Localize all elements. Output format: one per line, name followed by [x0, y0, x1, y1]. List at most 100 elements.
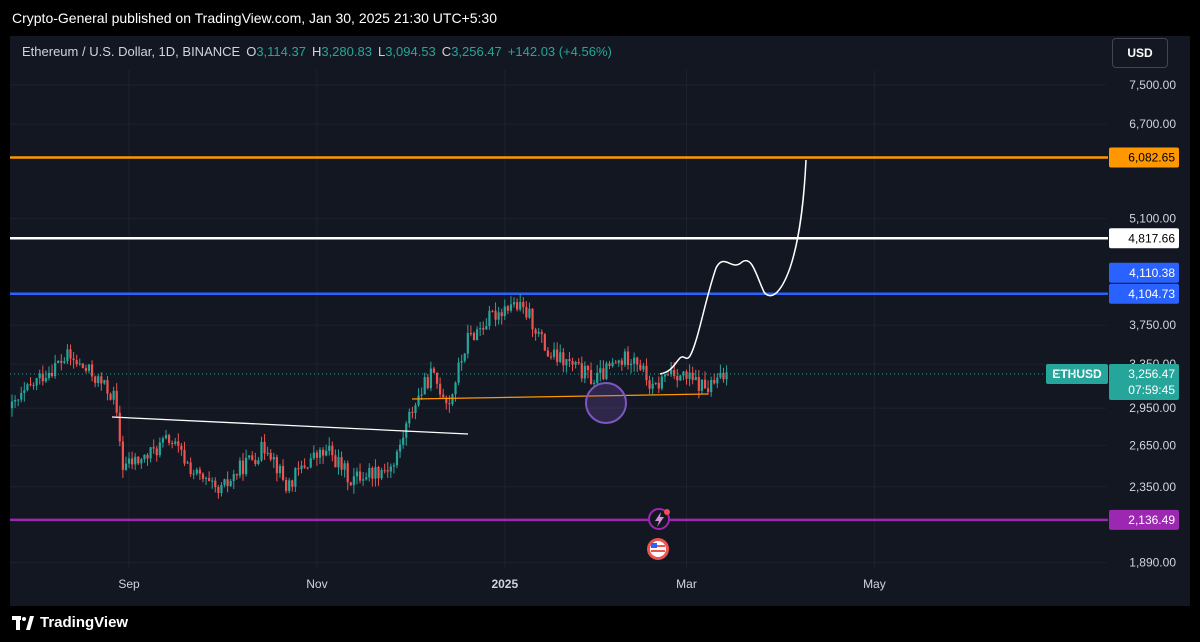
candle-body	[343, 463, 346, 470]
publish-text: Crypto-General published on TradingView.…	[12, 10, 497, 26]
candle-body	[217, 487, 220, 494]
candle-body	[251, 455, 254, 460]
candle-body	[223, 479, 226, 485]
event-us-flag-icon[interactable]	[647, 538, 669, 560]
x-tick-label: Sep	[118, 577, 140, 591]
candle-body	[192, 473, 195, 475]
candle-body	[140, 459, 143, 464]
candle-body	[198, 469, 201, 474]
candle-body	[663, 374, 667, 377]
candle-body	[78, 363, 81, 365]
candle-body	[204, 478, 208, 480]
candle-body	[346, 463, 349, 483]
svg-text:4,104.73: 4,104.73	[1128, 287, 1175, 301]
event-flash-icon[interactable]	[648, 508, 670, 530]
candle-body	[648, 380, 651, 389]
candle-body	[713, 380, 716, 384]
price-labels: 6,082.65 4,817.66 4,104.73 2,136.49 4,110.38…	[10, 147, 1179, 530]
candle-body	[670, 369, 673, 375]
candle-body	[626, 351, 630, 366]
candle-body	[13, 400, 17, 402]
candle-body	[278, 465, 282, 474]
candle-body	[503, 306, 506, 317]
candle-body	[512, 302, 516, 305]
candle-body	[700, 379, 704, 391]
ohlc-change: +142.03 (+4.56%)	[507, 44, 612, 59]
candle-body	[676, 376, 679, 381]
candle-body	[426, 377, 429, 389]
candle-body	[543, 334, 546, 351]
candle-body	[574, 361, 577, 365]
candle-body	[186, 462, 189, 464]
candle-body	[457, 362, 460, 383]
symbol-name[interactable]: Ethereum / U.S. Dollar, 1D, BINANCE	[22, 44, 241, 59]
y-tick-label: 2,350.00	[1129, 480, 1176, 494]
candle-body	[226, 479, 229, 487]
candle-body	[451, 394, 454, 405]
candle-body	[725, 372, 728, 380]
candle-body	[134, 456, 137, 465]
candle-body	[72, 358, 75, 361]
tradingview-brand: TradingView	[40, 614, 129, 631]
candle-body	[300, 465, 303, 470]
candle-body	[463, 353, 466, 361]
y-tick-label: 7,500.00	[1129, 78, 1176, 92]
candle-body	[694, 377, 697, 381]
candle-body	[583, 365, 586, 379]
publish-bar: Crypto-General published on TradingView.…	[0, 0, 1200, 36]
candle-body	[189, 462, 192, 475]
candle-body	[328, 445, 331, 451]
candle-body	[50, 372, 54, 377]
chart-frame[interactable]	[10, 36, 1190, 606]
candle-body	[562, 352, 565, 366]
candle-body	[315, 452, 319, 458]
candle-body	[509, 304, 513, 311]
candle-body	[103, 380, 106, 384]
trendline-orange[interactable]	[411, 393, 709, 400]
candle-body	[602, 368, 605, 380]
currency-button[interactable]: USD	[1112, 38, 1168, 68]
svg-text:6,082.65: 6,082.65	[1128, 151, 1175, 165]
candle-body	[272, 457, 275, 460]
candle-body	[432, 368, 436, 373]
candle-body	[244, 457, 248, 475]
candle-body	[281, 465, 285, 480]
candle-body	[549, 356, 553, 358]
candle-body	[208, 478, 211, 481]
candle-body	[559, 352, 562, 362]
candle-body	[41, 373, 44, 382]
candle-body	[149, 447, 152, 459]
tradingview-logo[interactable]: TradingView	[12, 614, 128, 631]
candle-body	[408, 411, 411, 424]
candle-body	[17, 399, 20, 401]
candle-body	[519, 302, 522, 310]
ohlc-close: C3,256.47	[441, 44, 502, 59]
candle-body	[608, 363, 611, 367]
candle-body	[275, 457, 278, 474]
candle-body	[158, 442, 161, 456]
y-tick-label: 3,750.00	[1129, 318, 1176, 332]
candle-body	[556, 349, 559, 362]
candle-body	[500, 312, 503, 317]
candle-body	[60, 360, 63, 363]
candle-body	[26, 384, 29, 391]
candle-body	[525, 307, 528, 318]
y-tick-label: 2,950.00	[1129, 401, 1176, 415]
candle-body	[703, 379, 707, 389]
candle-body	[235, 474, 238, 476]
candle-body	[580, 363, 583, 379]
candle-body	[506, 306, 509, 311]
candle-body	[589, 370, 593, 384]
candle-body	[94, 376, 97, 384]
x-axis-ticks: Sep Nov 2025 Mar May	[118, 577, 885, 591]
symbol-legend: Ethereum / U.S. Dollar, 1D, BINANCE O3,1…	[22, 44, 612, 59]
price-label: 2,136.49	[1109, 509, 1179, 530]
candle-body	[402, 437, 405, 445]
candle-body	[75, 360, 78, 365]
trendline-white[interactable]	[111, 416, 469, 435]
price-label: 6,082.65	[1109, 147, 1179, 168]
candle-body	[355, 471, 359, 477]
candle-body	[137, 456, 140, 464]
candle-body	[534, 329, 537, 334]
